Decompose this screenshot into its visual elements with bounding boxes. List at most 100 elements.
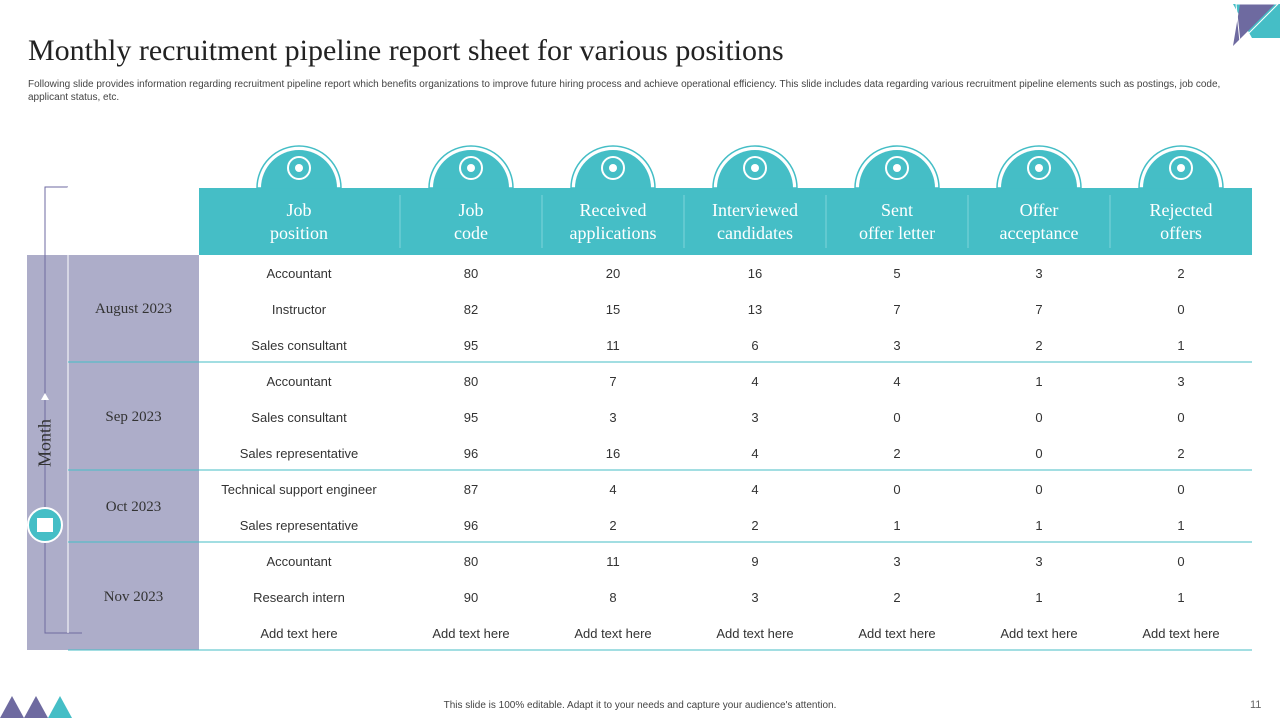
table-cell: 13 — [747, 301, 763, 317]
table-cell: 2 — [1177, 445, 1185, 461]
table-cell: Add text here — [574, 625, 652, 641]
table-cell: 80 — [463, 265, 479, 281]
axis-label: Month — [34, 418, 55, 468]
header-icon — [712, 145, 798, 189]
table-cell: 96 — [463, 445, 479, 461]
table-cell: Accountant — [266, 553, 332, 569]
table-cell: 2 — [1177, 265, 1185, 281]
table-cell: 0 — [1177, 409, 1185, 425]
table-cell: 0 — [1177, 481, 1185, 497]
table-cell: 1 — [893, 517, 901, 533]
table-cell: 87 — [463, 481, 479, 497]
header-line: Offer — [1019, 199, 1059, 220]
table-cell: 1 — [1035, 589, 1043, 605]
header-icon — [570, 145, 656, 189]
table-cell: 6 — [751, 337, 759, 353]
table-cell: 0 — [1035, 481, 1043, 497]
header-line: candidates — [717, 222, 793, 243]
table-cell: 1 — [1177, 589, 1185, 605]
header-icon — [854, 145, 940, 189]
table-cell: 15 — [605, 301, 621, 317]
table-cell: 3 — [751, 589, 759, 605]
table-cell: Add text here — [858, 625, 936, 641]
header-line: offer letter — [858, 222, 936, 243]
subtitle: Following slide provides information reg… — [28, 79, 1221, 103]
table-cell: Add text here — [716, 625, 794, 641]
table-cell: Technical support engineer — [221, 481, 377, 497]
header-line: applications — [569, 222, 657, 243]
header-line: Job — [458, 199, 484, 220]
column-header: Job code — [400, 188, 542, 255]
header-line: Rejected — [1149, 199, 1213, 220]
table-cell: 3 — [609, 409, 617, 425]
page-number: 11 — [1250, 699, 1262, 711]
column-header: Rejected offers — [1110, 188, 1252, 255]
header-line: position — [269, 222, 328, 243]
table-cell: 9 — [751, 553, 759, 569]
table-cell: 2 — [1035, 337, 1043, 353]
column-header: Received applications — [542, 188, 684, 255]
table-cell: 5 — [893, 265, 901, 281]
footer: This slide is 100% editable. Adapt it to… — [443, 700, 837, 711]
month-label: August 2023 — [94, 300, 173, 317]
header-icon — [1138, 145, 1224, 189]
table-cell: 80 — [463, 373, 479, 389]
table-cell: 11 — [606, 337, 620, 353]
table-cell: 4 — [609, 481, 617, 497]
table-cell: 0 — [1035, 409, 1043, 425]
table-cell: 4 — [751, 481, 759, 497]
table-cell: Sales representative — [239, 445, 359, 461]
header-line: code — [454, 222, 488, 243]
table-cell: Add text here — [260, 625, 338, 641]
table-cell: 0 — [893, 409, 901, 425]
table-cell: 7 — [1035, 301, 1043, 317]
column-header: Sent offer letter — [826, 188, 968, 255]
table-cell: 4 — [751, 373, 759, 389]
table-cell: Add text here — [1000, 625, 1078, 641]
table-cell: 1 — [1177, 517, 1185, 533]
table-cell: 3 — [893, 553, 901, 569]
table-cell: 20 — [605, 265, 621, 281]
table-cell: 7 — [893, 301, 901, 317]
table-cell: 3 — [1035, 553, 1043, 569]
header-icon — [996, 145, 1082, 189]
table-cell: Add text here — [432, 625, 510, 641]
table-cell: 0 — [1177, 553, 1185, 569]
table-cell: 7 — [609, 373, 617, 389]
table-cell: Instructor — [271, 301, 327, 317]
table-cell: Accountant — [266, 265, 332, 281]
table-cell: 16 — [605, 445, 621, 461]
table-cell: 3 — [893, 337, 901, 353]
header-icon — [256, 145, 342, 189]
table-cell: 8 — [609, 589, 617, 605]
table-cell: 1 — [1035, 373, 1043, 389]
header-icon — [428, 145, 514, 189]
header-line: Job — [286, 199, 312, 220]
table-cell: 95 — [463, 409, 479, 425]
table-cell: 11 — [606, 553, 620, 569]
table-cell: 3 — [1177, 373, 1185, 389]
header-line: acceptance — [999, 222, 1079, 243]
table-cell: 90 — [463, 589, 479, 605]
header-line: Received — [579, 199, 647, 220]
month-label: Oct 2023 — [105, 498, 162, 515]
table-cell: 2 — [893, 589, 901, 605]
table-cell: 96 — [463, 517, 479, 533]
table-cell: Sales consultant — [251, 409, 347, 425]
table-cell: Accountant — [266, 373, 332, 389]
table-cell: 3 — [1035, 265, 1043, 281]
column-header: Job position — [199, 188, 399, 255]
table-cell: 0 — [1177, 301, 1185, 317]
month-label: Sep 2023 — [105, 408, 162, 425]
table-cell: 2 — [751, 517, 759, 533]
table-cell: 1 — [1177, 337, 1185, 353]
table-cell: Sales consultant — [251, 337, 347, 353]
header-line: offers — [1160, 222, 1202, 243]
table-cell: 2 — [893, 445, 901, 461]
month-label: Nov 2023 — [103, 588, 164, 605]
table-cell: 80 — [463, 553, 479, 569]
table-cell: 16 — [747, 265, 763, 281]
column-header: Offer acceptance — [968, 188, 1110, 255]
